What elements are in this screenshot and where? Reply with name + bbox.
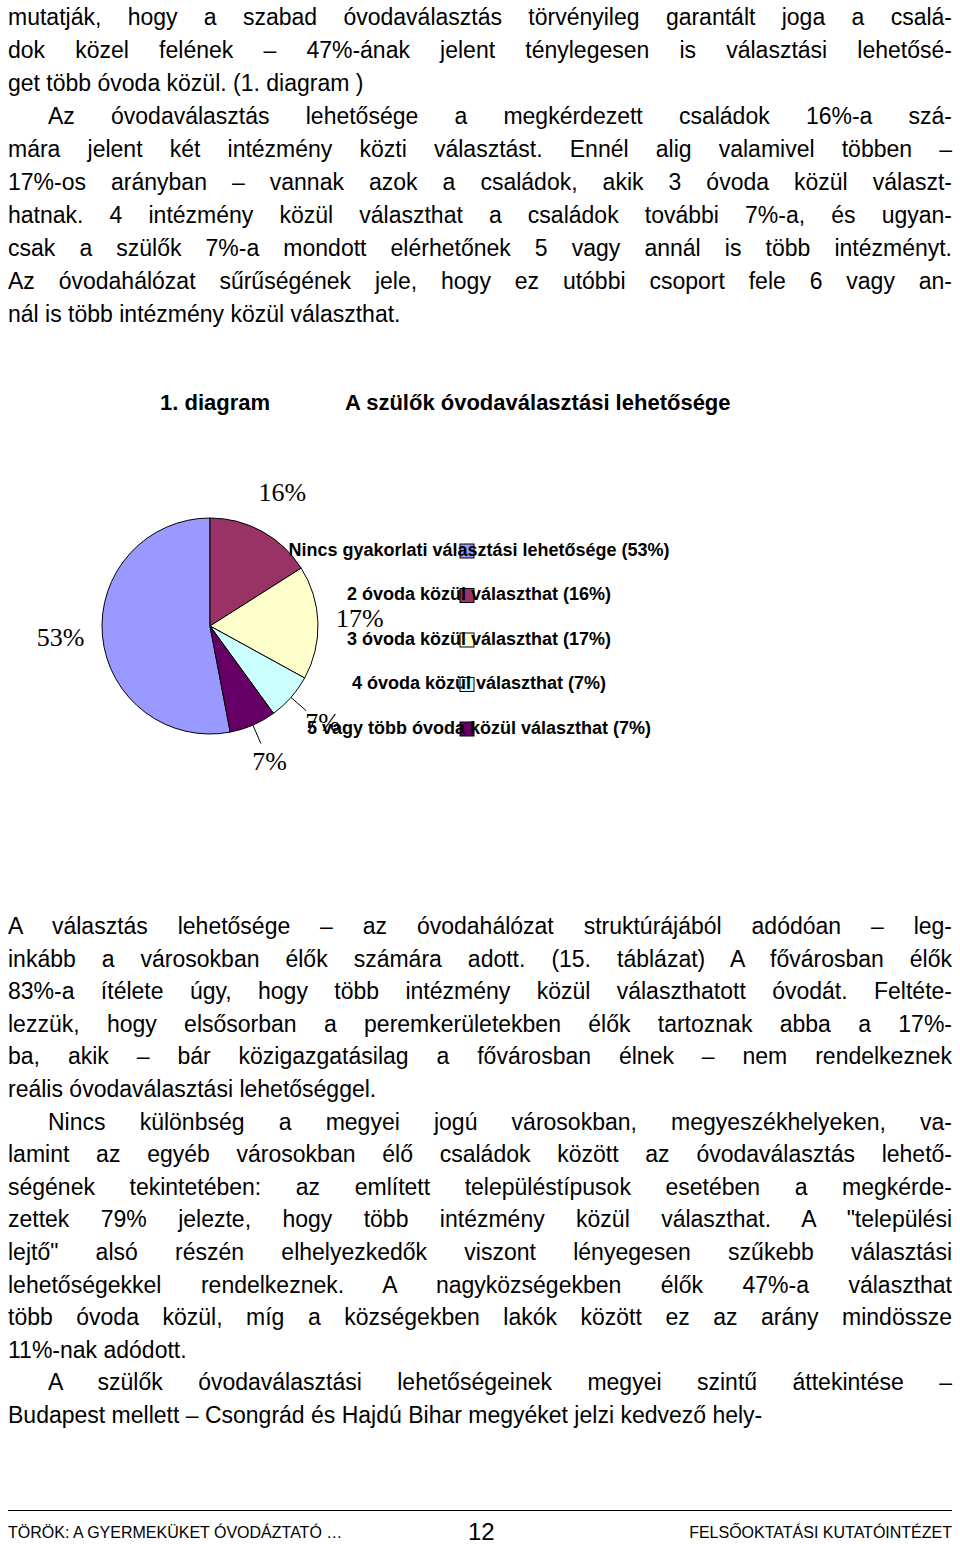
html-text:ségének tekintetében: az említ: ségének tekintetében: az említett telepü… bbox=[8, 1173, 952, 1200]
html-text:mára jelent két intézmény közt: mára jelent két intézmény közti választá… bbox=[8, 136, 952, 162]
html-text:csak a szülők 7%-a mondott elé: csak a szülők 7%-a mondott elérhetőnek 5… bbox=[8, 235, 952, 261]
svg-text:17%: 17% bbox=[336, 604, 384, 634]
html-text:hatnak. 4 intézmény közül vála: hatnak. 4 intézmény közül választhat a c… bbox=[8, 202, 952, 228]
html-text:12: 12 bbox=[468, 1518, 495, 1544]
svg-text:3 óvoda közül választhat (17%): 3 óvoda közül választhat (17%) bbox=[347, 629, 611, 649]
html-text:TÖRÖK: A GYERMEKÜKET ÓVODÁZTAT: TÖRÖK: A GYERMEKÜKET ÓVODÁZTATÓ … bbox=[8, 1524, 343, 1541]
html-text:A szülők óvodaválasztási lehet: A szülők óvodaválasztási lehetőségeinek … bbox=[48, 1369, 952, 1396]
svg-text:16%: 16% bbox=[258, 478, 306, 507]
html-text:A választás lehetősége – az óv: A választás lehetősége – az óvodahálózat… bbox=[8, 913, 952, 939]
html-text:17%-os arányban – vannak azok: 17%-os arányban – vannak azok a családok… bbox=[8, 169, 952, 195]
svg-text:53%: 53% bbox=[37, 623, 85, 652]
html-text:nál is több intézmény közül vá: nál is több intézmény közül választhat. bbox=[8, 301, 401, 327]
html-text:11%-nak adódott.: 11%-nak adódott. bbox=[8, 1336, 187, 1363]
html-text:lejtő" alsó részén elhelyezked: lejtő" alsó részén elhelyezkedők viszont… bbox=[8, 1239, 952, 1265]
html-text:dok közel felének – 47%-ának j: dok közel felének – 47%-ának jelent tény… bbox=[8, 37, 952, 63]
svg-text:Nincs gyakorlati választási le: Nincs gyakorlati választási lehetősége (… bbox=[288, 540, 669, 560]
html-text:83%-a ítélete úgy, hogy több i: 83%-a ítélete úgy, hogy több intézmény k… bbox=[8, 978, 952, 1005]
html-text:Az óvodaválasztás lehetősége a: Az óvodaválasztás lehetősége a megkérdez… bbox=[48, 103, 952, 129]
html-text:Budapest mellett – Csongrád és: Budapest mellett – Csongrád és Hajdú Bih… bbox=[8, 1402, 763, 1428]
html-text:több óvoda közül, míg a község: több óvoda közül, míg a községekben lakó… bbox=[8, 1304, 952, 1331]
html-text:lamint az egyéb városokban élő: lamint az egyéb városokban élő családok … bbox=[8, 1141, 952, 1168]
html-text:Nincs különbség a megyei jogú: Nincs különbség a megyei jogú városokban… bbox=[48, 1108, 952, 1135]
html-text:Az óvodahálózat sűrűségének je: Az óvodahálózat sűrűségének jele, hogy e… bbox=[8, 268, 952, 294]
svg-text:4 óvoda közül választhat (7%): 4 óvoda közül választhat (7%) bbox=[352, 673, 606, 693]
html-text:inkább a városokban élők számá: inkább a városokban élők számára adott. … bbox=[8, 945, 952, 972]
svg-text:7%: 7% bbox=[252, 747, 287, 776]
svg-text:5 vagy több óvoda közül válasz: 5 vagy több óvoda közül választhat (7%) bbox=[307, 718, 651, 738]
html-text:A szülők óvodaválasztási lehet: A szülők óvodaválasztási lehetősége bbox=[345, 390, 731, 415]
html-text:FELSŐOKTATÁSI KUTATÓINTÉZET: FELSŐOKTATÁSI KUTATÓINTÉZET bbox=[689, 1524, 952, 1541]
html-text:lezzük, hogy elsősorban a pere: lezzük, hogy elsősorban a peremkerületek… bbox=[8, 1010, 952, 1037]
html-text:get több óvoda közül. (1. diag: get több óvoda közül. (1. diagram ) bbox=[8, 70, 364, 96]
html-text:ba, akik – bár közigazgatásila: ba, akik – bár közigazgatásilag a főváro… bbox=[8, 1043, 952, 1070]
html-text:zettek 79% jelezte, hogy több: zettek 79% jelezte, hogy több intézmény … bbox=[8, 1206, 952, 1233]
html-text:lehetőségekkel rendelkeznek. A: lehetőségekkel rendelkeznek. A nagyközsé… bbox=[8, 1271, 952, 1298]
html-text:1. diagram: 1. diagram bbox=[160, 390, 270, 415]
html-text:reális óvodaválasztási lehetős: reális óvodaválasztási lehetőséggel. bbox=[8, 1076, 377, 1102]
html-text:mutatják, hogy a szabad óvodav: mutatják, hogy a szabad óvodaválasztás t… bbox=[8, 4, 952, 30]
svg-text:2 óvoda közül választhat (16%): 2 óvoda közül választhat (16%) bbox=[347, 584, 611, 604]
